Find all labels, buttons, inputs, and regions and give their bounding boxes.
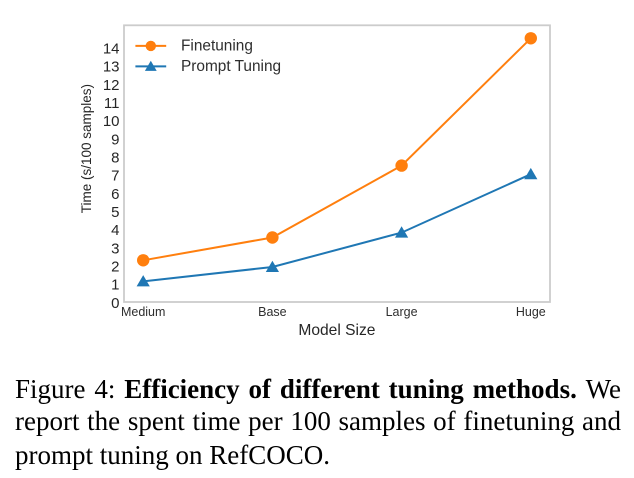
svg-text:5: 5 <box>111 204 119 221</box>
svg-text:Prompt Tuning: Prompt Tuning <box>181 58 281 75</box>
svg-text:2: 2 <box>111 259 119 276</box>
svg-text:Finetuning: Finetuning <box>181 38 253 55</box>
svg-text:13: 13 <box>103 59 120 76</box>
svg-text:8: 8 <box>111 150 119 167</box>
svg-text:Medium: Medium <box>121 305 165 319</box>
svg-text:10: 10 <box>103 113 120 130</box>
svg-text:Time (s/100 samples): Time (s/100 samples) <box>79 84 94 213</box>
svg-text:12: 12 <box>103 77 120 94</box>
svg-text:9: 9 <box>111 131 119 148</box>
svg-text:0: 0 <box>111 295 119 312</box>
svg-text:3: 3 <box>111 240 119 257</box>
svg-text:1: 1 <box>111 277 119 294</box>
svg-text:Large: Large <box>386 305 418 319</box>
svg-text:14: 14 <box>103 41 120 58</box>
svg-text:Model Size: Model Size <box>298 322 375 339</box>
svg-text:Base: Base <box>258 305 287 319</box>
svg-text:7: 7 <box>111 168 119 185</box>
svg-text:6: 6 <box>111 186 119 203</box>
svg-text:4: 4 <box>111 222 119 239</box>
svg-text:Huge: Huge <box>516 305 546 319</box>
svg-text:11: 11 <box>104 95 120 112</box>
